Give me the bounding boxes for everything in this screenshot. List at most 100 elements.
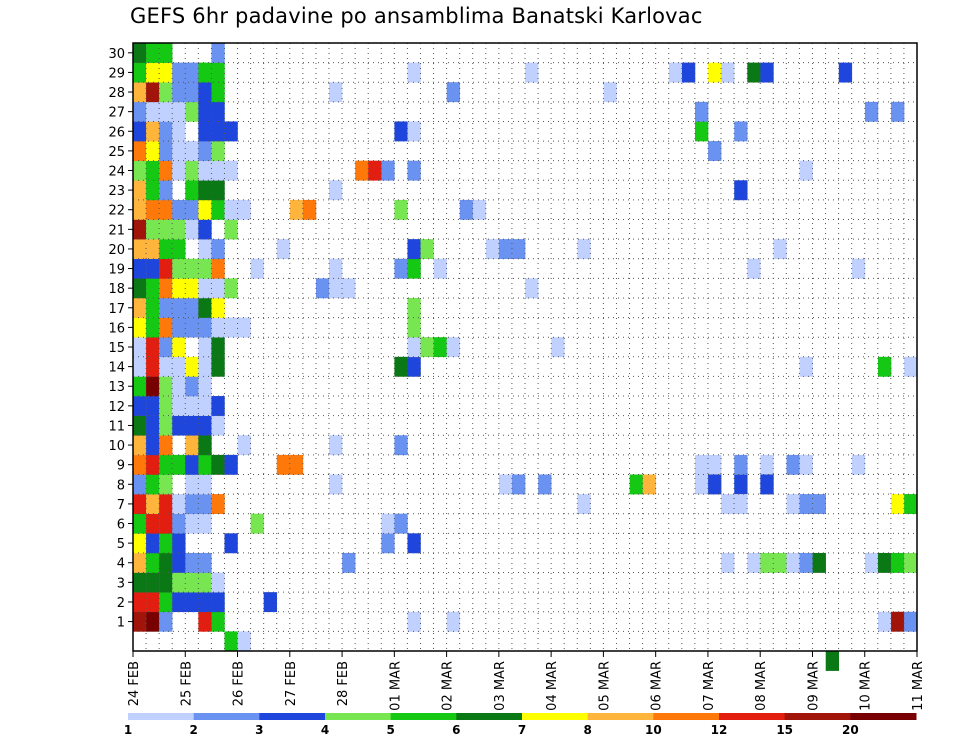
heatmap-cell xyxy=(211,278,225,299)
heatmap-cell xyxy=(133,376,147,397)
heatmap-cell xyxy=(211,494,225,515)
heatmap-cell xyxy=(198,611,212,632)
heatmap-cell xyxy=(211,239,225,260)
y-tick-label: 4 xyxy=(117,557,125,572)
heatmap-cell xyxy=(133,43,147,63)
heatmap-cell xyxy=(185,82,199,103)
heatmap-cell xyxy=(708,62,722,83)
heatmap-cell xyxy=(329,258,343,279)
heatmap-cell xyxy=(185,356,199,377)
heatmap-cell xyxy=(734,121,748,142)
heatmap-cell xyxy=(159,317,173,338)
x-tick-label: 03 MAR xyxy=(493,661,508,711)
heatmap-cell xyxy=(904,611,918,632)
heatmap-cell xyxy=(146,101,160,122)
heatmap-cell xyxy=(172,415,186,436)
heatmap-cell xyxy=(133,494,147,515)
heatmap-cell xyxy=(159,239,173,260)
heatmap-cell xyxy=(172,317,186,338)
heatmap-cell xyxy=(146,572,160,593)
heatmap-cell xyxy=(198,62,212,83)
heatmap-cell xyxy=(877,611,892,632)
heatmap-cell xyxy=(747,258,761,279)
heatmap-cell xyxy=(799,356,813,377)
heatmap-cell xyxy=(146,219,160,240)
heatmap-cell xyxy=(407,160,421,181)
heatmap-cell xyxy=(198,239,212,260)
legend-label: 5 xyxy=(386,723,394,737)
heatmap-cell xyxy=(172,258,186,279)
heatmap-cell xyxy=(329,180,343,201)
heatmap-cell xyxy=(368,160,382,181)
heatmap-cell xyxy=(146,297,160,318)
heatmap-cell xyxy=(133,337,147,358)
heatmap-cell xyxy=(211,396,225,416)
legend-swatch xyxy=(850,713,917,720)
heatmap-cell xyxy=(734,494,748,515)
x-tick-label: 24 FEB xyxy=(127,661,142,706)
legend-label: 2 xyxy=(189,723,197,737)
heatmap-cell xyxy=(185,474,199,495)
heatmap-cell xyxy=(211,180,225,201)
heatmap-cell xyxy=(760,474,774,495)
heatmap-cell xyxy=(133,82,147,103)
heatmap-cell xyxy=(146,180,160,201)
heatmap-cell xyxy=(812,552,826,573)
legend-swatch xyxy=(522,713,589,720)
x-tick-label: 02 MAR xyxy=(441,661,456,711)
heatmap-cell xyxy=(498,474,513,495)
heatmap-cell xyxy=(185,592,199,613)
y-tick-label: 29 xyxy=(108,66,125,81)
y-tick-label: 23 xyxy=(108,184,125,199)
heatmap-cell xyxy=(407,356,421,377)
legend-swatch xyxy=(719,713,786,720)
heatmap-cell xyxy=(276,239,291,260)
heatmap-cell xyxy=(159,219,173,240)
heatmap-cell xyxy=(146,278,160,299)
heatmap-cell xyxy=(198,219,212,240)
heatmap-cell xyxy=(891,494,905,515)
y-tick-label: 30 xyxy=(108,47,125,62)
heatmap-cell xyxy=(159,180,173,201)
heatmap-cell xyxy=(237,199,251,220)
heatmap-cell xyxy=(133,592,147,613)
heatmap-cell xyxy=(133,356,147,377)
legend-label: 8 xyxy=(583,723,591,737)
y-tick-label: 8 xyxy=(117,478,125,493)
heatmap-cell xyxy=(394,121,408,142)
heatmap-cell xyxy=(146,376,160,397)
y-tick-label: 16 xyxy=(108,321,125,336)
legend-label: 6 xyxy=(452,723,460,737)
legend-swatch xyxy=(325,713,392,720)
heatmap-cell xyxy=(185,572,199,593)
heatmap-cell xyxy=(159,141,173,161)
x-axis: 24 FEB 25 FEB 26 FEB 27 FEB 28 FEB 01 MAR 02 M… xyxy=(127,651,926,711)
x-tick-label: 06 MAR xyxy=(650,661,665,711)
heatmap-cell xyxy=(786,494,800,515)
y-tick-label: 1 xyxy=(117,616,125,631)
heatmap-cell xyxy=(198,160,212,181)
heatmap-cell xyxy=(198,180,212,201)
heatmap-cell xyxy=(721,552,735,573)
dotted-grid xyxy=(133,43,917,651)
heatmap-cell xyxy=(198,592,212,613)
legend-label: 20 xyxy=(842,723,859,737)
heatmap-cell xyxy=(198,101,212,122)
heatmap-cell xyxy=(198,317,212,338)
heatmap-cell xyxy=(198,474,212,495)
y-tick-label: 28 xyxy=(108,86,125,101)
heatmap-cell xyxy=(747,62,761,83)
heatmap-cell xyxy=(407,533,421,554)
heatmap-cell xyxy=(198,396,212,416)
heatmap-cell xyxy=(708,474,722,495)
heatmap-cell xyxy=(459,199,474,220)
heatmap-cell xyxy=(198,513,212,534)
heatmap-cell xyxy=(342,552,356,573)
heatmap-cell xyxy=(407,337,421,358)
heatmap-cell xyxy=(159,611,173,632)
heatmap-cell xyxy=(237,435,251,456)
heatmap-cell xyxy=(159,376,173,397)
heatmap-cell xyxy=(825,651,840,671)
legend-label: 12 xyxy=(711,723,728,737)
